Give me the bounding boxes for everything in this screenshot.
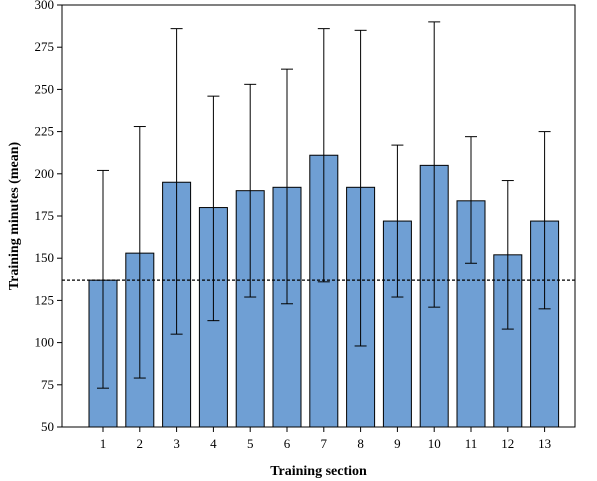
x-tick-label-12: 12 [501,436,514,451]
x-tick-label-2: 2 [137,436,144,451]
x-tick-label-8: 8 [357,436,364,451]
x-axis-ticks: 1 2 3 4 5 6 7 8 9 10 11 12 13 [100,427,551,451]
y-axis-ticks: 50 75 100 125 150 175 200 225 250 275 300 [35,0,62,434]
x-axis-title: Training section [270,464,367,479]
x-tick-label-7: 7 [321,436,328,451]
y-tick-label: 275 [35,39,55,54]
error-bar-7 [317,28,330,283]
x-tick-label-13: 13 [538,436,551,451]
error-bar-4 [207,95,220,322]
x-tick-label-1: 1 [100,436,107,451]
error-bar-11 [465,136,477,264]
y-tick-label: 150 [35,250,55,265]
x-tick-label-11: 11 [465,436,478,451]
y-tick-label: 100 [35,335,55,350]
x-tick-label-3: 3 [173,436,180,451]
error-bar-9 [391,144,404,298]
error-bars-layer [97,21,551,389]
error-bar-10 [428,21,441,308]
error-bar-1 [97,169,109,389]
y-tick-label: 200 [35,166,55,181]
error-bar-6 [281,68,293,305]
y-tick-label: 50 [41,419,54,434]
error-bar-5 [244,83,257,298]
error-bar-12 [501,180,514,330]
x-tick-label-10: 10 [428,436,441,451]
y-tick-label: 250 [35,81,55,96]
x-tick-label-4: 4 [210,436,217,451]
y-axis-title: Training minutes (mean) [7,142,22,291]
error-bar-2 [133,126,146,379]
error-bar-13 [538,131,551,310]
y-tick-label: 125 [35,292,55,307]
y-tick-label: 75 [41,377,54,392]
error-bar-3 [170,28,183,335]
x-tick-label-5: 5 [247,436,254,451]
error-bar-8 [354,29,367,347]
y-tick-label: 225 [35,124,55,139]
y-tick-label: 175 [35,208,55,223]
x-tick-label-9: 9 [394,436,401,451]
x-tick-label-6: 6 [284,436,291,451]
y-tick-label: 300 [35,0,55,12]
